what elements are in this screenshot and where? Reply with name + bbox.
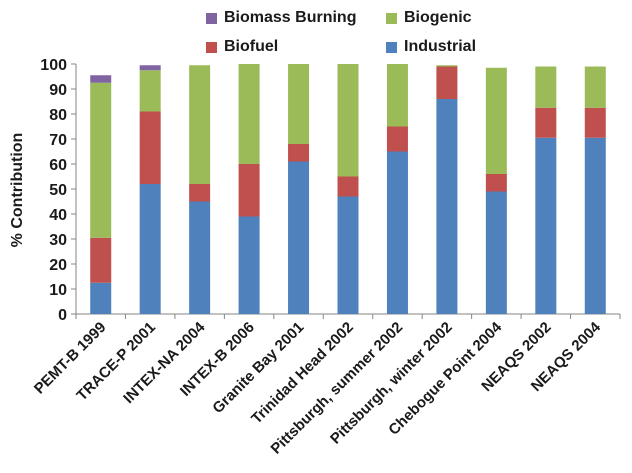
bar-segment-biomass-burning: [90, 75, 112, 83]
legend-item-industrial: Industrial: [386, 38, 476, 56]
bar-segment-industrial: [436, 99, 458, 314]
legend-swatch-industrial: [386, 41, 397, 53]
bar-segment-industrial: [90, 282, 112, 314]
y-tick-label: 20: [49, 257, 67, 274]
bars: [90, 64, 606, 314]
bar-segment-biogenic: [189, 65, 211, 184]
y-tick-label: 50: [49, 182, 67, 199]
bar-segment-industrial: [485, 191, 507, 314]
bar-segment-biogenic: [436, 65, 458, 67]
bar-segment-biomass-burning: [139, 65, 161, 71]
bar-segment-biofuel: [189, 184, 211, 202]
bar-segment-biofuel: [288, 144, 310, 162]
y-axis-label: % Contribution: [9, 133, 26, 248]
bar-segment-biofuel: [485, 174, 507, 192]
bar-segment-biogenic: [485, 67, 507, 174]
bar-segment-biofuel: [139, 111, 161, 184]
y-tick-label: 30: [49, 232, 67, 249]
bar-segment-biofuel: [584, 107, 606, 138]
bar-segment-biogenic: [90, 82, 112, 238]
legend-label-industrial: Industrial: [404, 38, 477, 55]
bar-segment-industrial: [386, 151, 408, 314]
legend-item-biomass-burning: Biomass Burning: [206, 9, 356, 27]
bar-segment-biofuel: [90, 237, 112, 283]
bar-segment-biofuel: [337, 176, 359, 197]
bar-segment-biogenic: [288, 64, 310, 144]
bar-segment-biofuel: [386, 126, 408, 152]
y-tick-label: 40: [49, 207, 67, 224]
y-tick-label: 80: [49, 107, 67, 124]
legend-label-biogenic: Biogenic: [404, 9, 472, 26]
y-tick-label: 10: [49, 282, 67, 299]
bar-segment-biogenic: [386, 64, 408, 127]
bar-segment-biofuel: [535, 107, 557, 138]
y-tick-label: 70: [49, 132, 67, 149]
bar-segment-industrial: [337, 196, 359, 314]
bar-segment-biogenic: [535, 66, 557, 108]
bar-segment-industrial: [584, 137, 606, 314]
bar-segment-biogenic: [139, 70, 161, 112]
legend-item-biofuel: Biofuel: [206, 38, 278, 56]
legend-label-biomass-burning: Biomass Burning: [224, 9, 357, 26]
bar-segment-industrial: [288, 161, 310, 314]
legend-swatch-biomass-burning: [206, 12, 217, 24]
y-tick-label: 90: [49, 82, 67, 99]
y-tick-label: 100: [40, 57, 67, 74]
legend-label-biofuel: Biofuel: [224, 38, 279, 55]
y-tick-label: 0: [58, 307, 67, 324]
y-tick-label: 60: [49, 157, 67, 174]
bar-segment-industrial: [535, 137, 557, 314]
bar-segment-industrial: [139, 184, 161, 314]
axes: 0 10 20 30 40 50 60 70 80 90 100: [40, 57, 621, 324]
bar-segment-industrial: [189, 201, 211, 314]
legend-swatch-biogenic: [386, 12, 397, 24]
bar-segment-biogenic: [337, 64, 359, 177]
bar-segment-biofuel: [238, 164, 260, 217]
bar-segment-industrial: [238, 216, 260, 314]
legend-item-biogenic: Biogenic: [386, 9, 472, 27]
bar-segment-biogenic: [238, 64, 260, 164]
legend-swatch-biofuel: [206, 41, 217, 53]
bar-segment-biogenic: [584, 66, 606, 108]
x-tick-label: Granite Bay 2001: [209, 319, 307, 417]
bar-segment-biofuel: [436, 66, 458, 99]
